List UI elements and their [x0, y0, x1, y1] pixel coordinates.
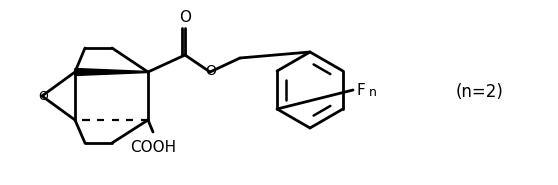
Text: O: O [205, 64, 217, 78]
Text: (n=2): (n=2) [456, 83, 504, 101]
Text: O: O [179, 10, 191, 25]
Text: F: F [357, 83, 365, 97]
Text: n: n [369, 85, 377, 98]
Polygon shape [75, 68, 148, 75]
Text: COOH: COOH [130, 140, 176, 155]
Text: O: O [38, 90, 48, 102]
